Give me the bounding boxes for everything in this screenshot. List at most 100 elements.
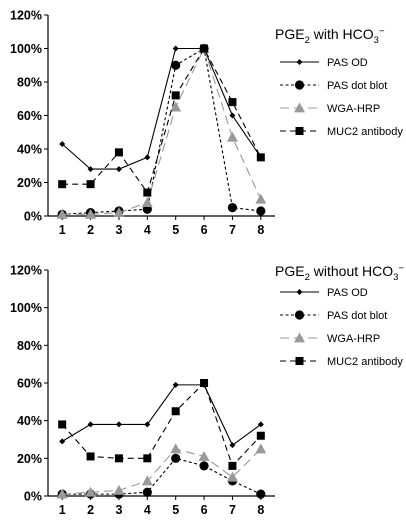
data-point <box>199 461 209 471</box>
series-pas-od <box>59 381 264 449</box>
x-tick-label: 4 <box>144 503 151 517</box>
chart-title: PGE2 without HCO3− <box>275 263 404 283</box>
legend-label: PAS dot blot <box>327 310 387 322</box>
data-point <box>257 421 264 428</box>
y-tick-label: 80% <box>17 339 42 353</box>
legend-item: WGA-HRP <box>280 102 380 115</box>
x-tick-label: 3 <box>115 503 122 517</box>
data-point <box>171 60 181 70</box>
data-point <box>144 154 151 161</box>
chart-title: PGE2 with HCO3− <box>275 26 385 46</box>
legend-item: PAS OD <box>280 287 368 299</box>
series-line <box>62 448 262 495</box>
series-wga-hrp <box>56 443 267 499</box>
data-point <box>59 140 66 147</box>
data-point <box>85 208 97 219</box>
data-point <box>226 471 238 482</box>
data-point <box>115 421 122 428</box>
data-point <box>170 101 182 112</box>
series-line <box>62 47 261 215</box>
data-point <box>171 91 180 100</box>
series-pas-od <box>59 45 264 173</box>
x-tick-label: 3 <box>115 223 122 237</box>
chart-panel-1: 0% 20% 40% 60% 80% 100% 120% 1 2 3 4 5 6 7 8 PGE2 with … <box>10 9 403 238</box>
data-point <box>255 443 267 454</box>
data-point <box>56 488 68 499</box>
series-line <box>61 384 262 446</box>
data-point <box>143 188 152 197</box>
legend-label: PAS OD <box>327 287 368 299</box>
data-point <box>115 166 122 173</box>
y-tick-label: 40% <box>17 414 42 428</box>
data-point <box>200 379 209 387</box>
data-point <box>200 44 209 53</box>
legend-item: MUC2 antibody <box>280 126 403 138</box>
y-tick-label: 0% <box>24 210 42 224</box>
data-point <box>256 431 265 440</box>
data-point <box>229 442 236 449</box>
data-point <box>255 193 267 204</box>
y-tick-label: 120% <box>10 264 42 278</box>
x-tick-label: 6 <box>201 503 208 517</box>
data-point <box>113 484 125 495</box>
x-tick-label: 6 <box>201 223 208 237</box>
legend-marker <box>294 332 305 343</box>
y-tick-label: 0% <box>24 490 42 504</box>
legend-item: PAS OD <box>280 57 368 69</box>
data-point <box>256 206 266 216</box>
data-point <box>85 486 97 497</box>
legend-label: WGA-HRP <box>327 103 380 115</box>
y-tick-label: 80% <box>17 76 42 90</box>
data-point <box>256 153 265 162</box>
x-tick-label: 2 <box>87 223 94 237</box>
legend: PAS OD PAS dot blot WGA-HRP MUC2 antibody <box>280 287 403 368</box>
data-point <box>228 461 237 470</box>
data-point <box>114 454 123 463</box>
x-tick-label: 7 <box>229 223 236 237</box>
legend-item: WGA-HRP <box>280 332 380 345</box>
legend-marker <box>295 357 304 365</box>
x-tick-label: 7 <box>229 503 236 517</box>
legend-marker <box>294 80 305 90</box>
data-point <box>142 487 152 497</box>
legend-label: WGA-HRP <box>327 333 380 345</box>
y-tick-label: 20% <box>17 452 42 466</box>
series-line <box>62 47 262 215</box>
legend-label: MUC2 antibody <box>327 126 403 138</box>
x-tick-label: 1 <box>59 503 66 517</box>
series-line <box>62 47 262 194</box>
data-point <box>87 166 94 173</box>
x-tick-label: 1 <box>59 223 66 237</box>
data-point <box>141 197 153 207</box>
x-tick-label: 2 <box>87 503 94 517</box>
legend-item: PAS dot blot <box>280 80 387 92</box>
data-point <box>172 45 179 52</box>
data-point <box>141 475 153 486</box>
y-tick-label: 20% <box>17 176 42 190</box>
legend-item: PAS dot blot <box>280 310 387 322</box>
y-tick-label: 40% <box>17 143 42 157</box>
data-point <box>86 452 95 461</box>
data-point <box>143 454 152 463</box>
series-muc2-antibody <box>58 379 265 470</box>
x-tick-label: 4 <box>144 223 151 237</box>
legend: PAS OD PAS dot blot WGA-HRP MUC2 antibody <box>280 57 403 138</box>
y-tick-label: 100% <box>10 42 42 56</box>
data-point <box>58 180 67 189</box>
series-muc2-antibody <box>58 44 265 197</box>
data-point <box>144 421 151 428</box>
data-point <box>227 203 238 213</box>
data-point <box>229 112 236 119</box>
legend-item: MUC2 antibody <box>280 356 403 368</box>
chart-panel-2: 0% 20% 40% 60% 80% 100% 120% 1 2 3 4 5 6 7 8 PGE2 witho… <box>10 263 404 517</box>
legend-marker <box>294 310 305 320</box>
data-point <box>86 180 95 189</box>
series-line <box>62 457 262 495</box>
data-point <box>172 381 179 388</box>
data-point <box>228 98 237 107</box>
data-point <box>256 489 266 499</box>
series-pas-dot-blot <box>57 43 266 219</box>
data-point <box>87 421 94 428</box>
data-point <box>114 148 123 157</box>
